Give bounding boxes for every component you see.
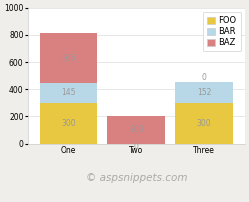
- Text: 300: 300: [197, 119, 211, 128]
- Bar: [175, 82, 233, 103]
- Bar: [40, 83, 97, 103]
- Text: 200: 200: [129, 125, 143, 134]
- Text: 0: 0: [202, 73, 207, 82]
- Text: 0: 0: [134, 142, 139, 151]
- Text: © aspsnippets.com: © aspsnippets.com: [85, 173, 187, 183]
- Text: 152: 152: [197, 88, 211, 97]
- Text: 300: 300: [61, 119, 76, 128]
- Bar: [40, 103, 97, 143]
- Bar: [107, 116, 165, 143]
- Legend: FOO, BAR, BAZ: FOO, BAR, BAZ: [202, 12, 241, 51]
- Text: 145: 145: [61, 88, 76, 97]
- Text: 365: 365: [61, 54, 76, 63]
- Bar: [40, 34, 97, 83]
- Bar: [175, 103, 233, 143]
